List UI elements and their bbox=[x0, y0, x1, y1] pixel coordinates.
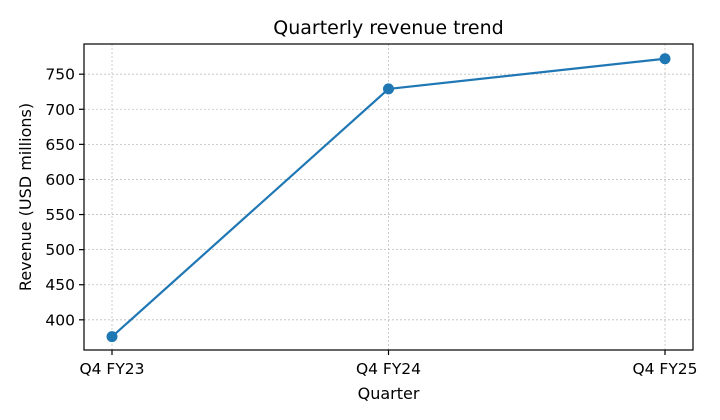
data-point bbox=[659, 53, 671, 65]
y-tick-label: 600 bbox=[45, 171, 75, 189]
y-tick-label: 400 bbox=[45, 311, 75, 329]
x-tick-label: Q4 FY23 bbox=[79, 360, 144, 378]
y-tick-label: 700 bbox=[45, 101, 75, 119]
x-axis-label: Quarter bbox=[358, 384, 420, 403]
y-axis-label: Revenue (USD millions) bbox=[16, 103, 35, 291]
y-tick-label: 750 bbox=[45, 66, 75, 84]
grid-layer bbox=[84, 44, 693, 350]
chart-title: Quarterly revenue trend bbox=[273, 17, 503, 39]
x-axis: Q4 FY23 Q4 FY24 Q4 FY25 bbox=[79, 350, 698, 378]
y-tick-label: 450 bbox=[45, 276, 75, 294]
x-tick-label: Q4 FY25 bbox=[632, 360, 697, 378]
series-layer bbox=[106, 53, 671, 343]
data-point bbox=[383, 83, 394, 95]
y-tick-label: 650 bbox=[45, 136, 75, 154]
y-axis: 400 450 500 550 600 650 700 750 bbox=[45, 66, 84, 329]
y-tick-label: 500 bbox=[45, 241, 75, 259]
y-tick-label: 550 bbox=[45, 206, 75, 224]
x-tick-label: Q4 FY24 bbox=[356, 360, 421, 378]
data-point bbox=[106, 331, 118, 343]
